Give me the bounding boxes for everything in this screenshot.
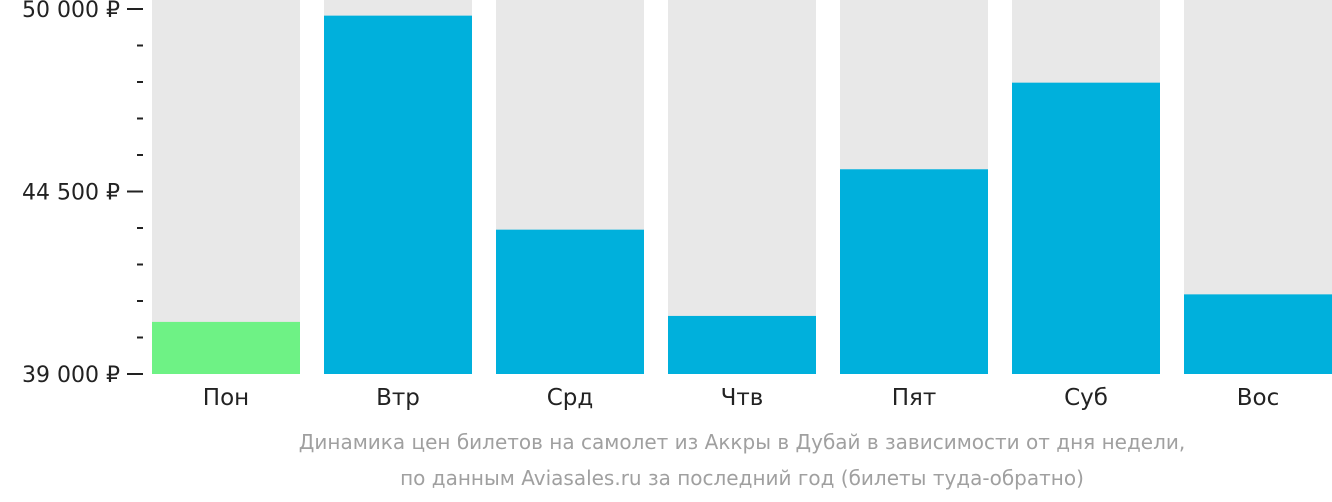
value-bars xyxy=(152,15,1332,375)
price-by-weekday-chart: 50 000 ₽ 44 500 ₽ 39 000 ₽ Пон Втр Срд Чтв Пят… xyxy=(22,0,1332,411)
y-axis: 50 000 ₽ 44 500 ₽ 39 000 ₽ xyxy=(22,0,143,388)
background-bar-3 xyxy=(668,0,816,374)
background-bar-0 xyxy=(152,0,300,374)
bar-3[interactable] xyxy=(668,315,816,374)
x-tick-label-3: Чтв xyxy=(721,385,764,411)
y-tick-label-1: 44 500 ₽ xyxy=(22,181,120,206)
y-tick-label-2: 39 000 ₽ xyxy=(22,363,120,388)
x-axis: Пон Втр Срд Чтв Пят Суб Вос xyxy=(203,385,1279,411)
y-tick-label-0: 50 000 ₽ xyxy=(22,0,120,23)
caption-line-2: по данным Aviasales.ru за последний год … xyxy=(400,466,1084,490)
x-tick-label-1: Втр xyxy=(376,385,420,411)
bar-2[interactable] xyxy=(496,229,644,374)
x-tick-label-0: Пон xyxy=(203,385,249,411)
bar-1[interactable] xyxy=(324,15,472,375)
x-tick-label-2: Срд xyxy=(547,385,594,411)
x-tick-label-6: Вос xyxy=(1237,385,1280,411)
x-tick-label-4: Пят xyxy=(892,385,937,411)
x-tick-label-5: Суб xyxy=(1064,385,1108,411)
chart-caption: Динамика цен билетов на самолет из Аккры… xyxy=(0,424,1332,496)
bar-4[interactable] xyxy=(840,169,988,374)
bar-6[interactable] xyxy=(1184,294,1332,374)
bar-5[interactable] xyxy=(1012,82,1160,374)
bar-0[interactable] xyxy=(152,321,300,374)
caption-line-1: Динамика цен билетов на самолет из Аккры… xyxy=(298,430,1186,454)
